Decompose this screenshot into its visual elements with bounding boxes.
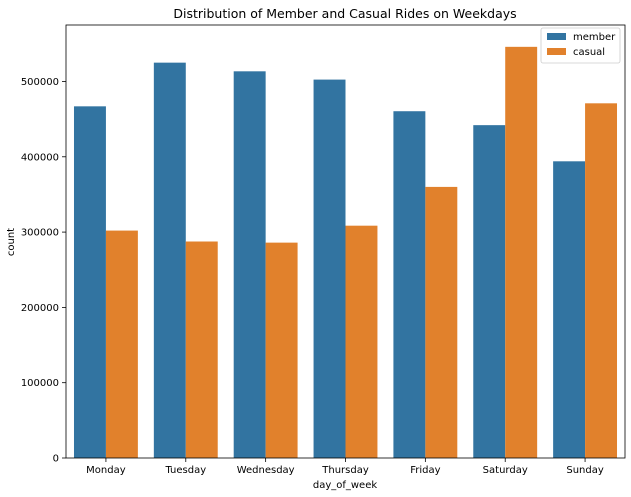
bar-member-wednesday [233,71,266,459]
legend-label-casual: casual [573,47,605,58]
x-tick-label-sunday: Sunday [566,465,603,476]
bar-casual-tuesday [185,241,218,458]
legend-swatch-member [547,33,566,40]
y-tick-label: 200000 [21,303,59,314]
x-tick-label-monday: Monday [86,465,126,476]
bar-member-sunday [553,161,586,458]
x-axis: Monday Tuesday Wednesday Thursday Friday Satu… [86,458,604,476]
bar-member-tuesday [153,62,186,459]
y-tick-label: 400000 [21,152,59,163]
bar-casual-thursday [345,225,378,458]
x-tick-label-thursday: Thursday [321,465,369,476]
bar-casual-friday [425,186,458,458]
x-tick-label-saturday: Saturday [483,465,528,476]
legend: member casual [540,27,621,64]
x-axis-label: day_of_week [313,480,378,491]
bar-member-friday [393,111,426,458]
bar-casual-saturday [505,46,538,459]
bar-casual-monday [105,230,138,458]
x-tick-label-tuesday: Tuesday [164,465,206,476]
y-axis: 0 100000 200000 300000 400000 500000 [21,77,66,465]
bar-casual-wednesday [265,242,298,458]
legend-label-member: member [573,32,616,43]
y-axis-label: count [6,228,17,256]
bar-member-saturday [473,125,506,458]
y-tick-label: 500000 [21,77,59,88]
y-tick-label: 100000 [21,378,59,389]
y-tick-label: 300000 [21,228,59,239]
chart-title: Distribution of Member and Casual Rides … [173,6,516,21]
bar-member-monday [73,106,106,458]
y-tick-label: 0 [53,454,59,465]
bar-member-thursday [313,79,346,459]
legend-swatch-casual [547,48,566,55]
bar-casual-sunday [585,103,618,458]
bars-group [73,46,618,459]
x-tick-label-wednesday: Wednesday [237,465,295,476]
plot-frame [65,24,626,459]
x-tick-label-friday: Friday [410,465,440,476]
